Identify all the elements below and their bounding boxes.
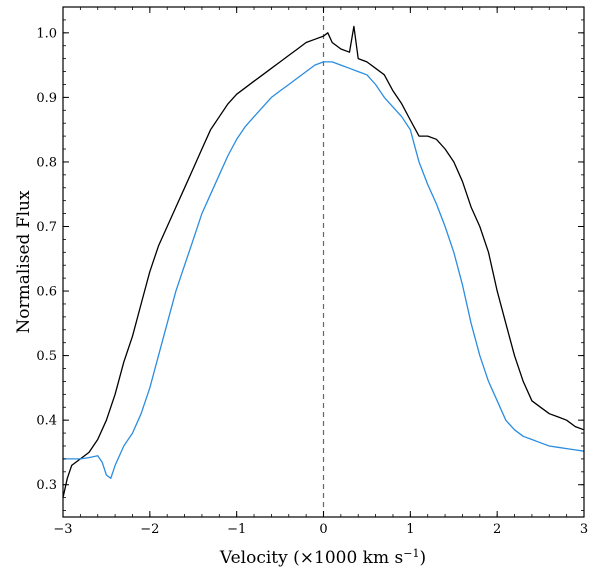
y-tick-label: 0.4 <box>36 414 57 429</box>
y-tick-label: 0.8 <box>36 155 57 170</box>
y-tick-label: 0.6 <box>36 285 57 300</box>
series-line-2 <box>63 61 585 479</box>
y-tick-label: 0.3 <box>36 478 57 493</box>
x-tick-label: −1 <box>227 522 246 537</box>
x-tick-label: −3 <box>53 522 72 537</box>
y-tick-label: 0.5 <box>36 349 57 364</box>
x-axis-label: Velocity (×1000 km s−1) <box>219 547 426 569</box>
y-tick-label: 0.9 <box>36 91 57 106</box>
x-tick-label: 3 <box>580 522 588 537</box>
y-tick-label: 1.0 <box>36 26 57 41</box>
series-line-1 <box>62 25 585 498</box>
x-tick-label: 2 <box>493 522 501 537</box>
y-tick-label: 0.7 <box>36 220 57 235</box>
x-axis-label-superscript: −1 <box>403 547 419 560</box>
y-axis-label: Normalised Flux <box>14 190 34 334</box>
plot-area <box>62 7 585 517</box>
axis-ticks: −3 −2 −1 0 1 2 3 0.3 0.4 0.5 0.6 0.7 0.8 0.9 1.0 <box>36 6 588 537</box>
x-tick-label: −2 <box>140 522 159 537</box>
x-tick-label: 1 <box>406 522 414 537</box>
x-tick-label: 0 <box>319 522 327 537</box>
